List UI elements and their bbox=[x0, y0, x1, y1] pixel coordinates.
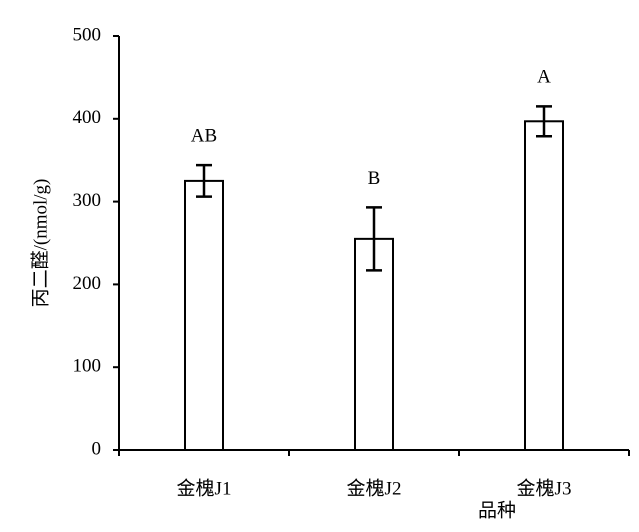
significance-label: AB bbox=[191, 126, 217, 147]
y-tick-label: 100 bbox=[73, 356, 102, 377]
bar bbox=[524, 120, 564, 451]
y-axis-label: 丙二醛/(nmol/g) bbox=[29, 179, 51, 308]
y-tick-label: 400 bbox=[73, 107, 102, 128]
error-bar bbox=[536, 105, 552, 138]
y-tick-label: 300 bbox=[73, 190, 102, 211]
y-tick-label: 0 bbox=[92, 438, 102, 459]
bar bbox=[354, 237, 394, 451]
x-tick-label: 金槐J3 bbox=[517, 477, 572, 499]
x-tick-label: 金槐J2 bbox=[347, 477, 402, 499]
error-bar bbox=[196, 163, 212, 198]
x-tick-label: 金槐J1 bbox=[177, 477, 232, 499]
x-axis-label: 品种 bbox=[478, 499, 516, 521]
error-bar bbox=[366, 206, 382, 272]
significance-label: A bbox=[537, 67, 551, 88]
y-tick-label: 200 bbox=[73, 273, 102, 294]
y-tick-label: 500 bbox=[73, 24, 102, 45]
significance-label: B bbox=[368, 168, 381, 189]
bar bbox=[184, 179, 224, 451]
